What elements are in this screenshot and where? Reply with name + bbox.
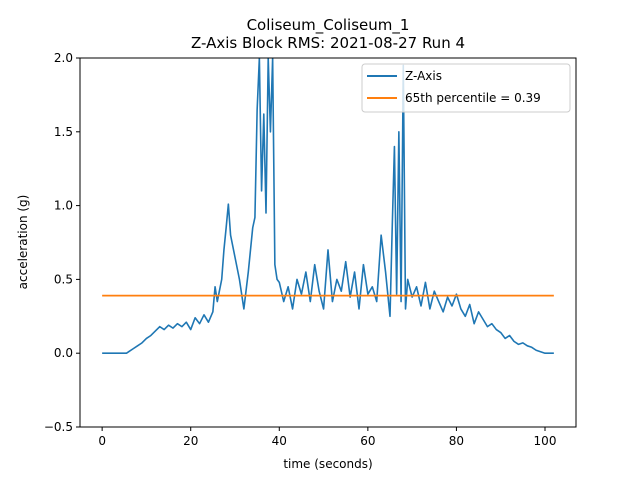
plot-frame [79,57,577,428]
plot-area [102,58,554,355]
legend-label-percentile: 65th percentile = 0.39 [405,91,541,105]
y-axis-label: acceleration (g) [16,195,30,290]
x-axis: 0 20 40 60 80 100 [98,427,556,448]
x-axis-label: time (seconds) [283,457,372,471]
x-tick-label: 40 [272,434,287,448]
y-tick-label: 0.0 [54,346,73,360]
y-tick-label: 0.5 [54,272,73,286]
x-tick-label: 60 [360,434,375,448]
x-tick-label: 100 [534,434,557,448]
legend-box [361,63,571,113]
legend: Z-Axis 65th percentile = 0.39 [361,63,571,113]
series-layer [102,58,554,355]
y-axis: −0.5 0.0 0.5 1.0 1.5 2.0 [44,51,80,434]
y-tick-label: −0.5 [44,420,73,434]
y-tick-label: 2.0 [54,51,73,65]
x-tick-label: 20 [183,434,198,448]
y-tick-label: 1.0 [54,199,73,213]
x-tick-label: 80 [449,434,464,448]
y-tick-label: 1.5 [54,125,73,139]
chart-subtitle: Z-Axis Block RMS: 2021-08-27 Run 4 [191,34,465,52]
series-line-z-axis [102,58,554,355]
x-tick-label: 0 [98,434,106,448]
legend-label-z-axis: Z-Axis [405,69,442,83]
chart-title: Coliseum_Coliseum_1 [247,16,410,35]
